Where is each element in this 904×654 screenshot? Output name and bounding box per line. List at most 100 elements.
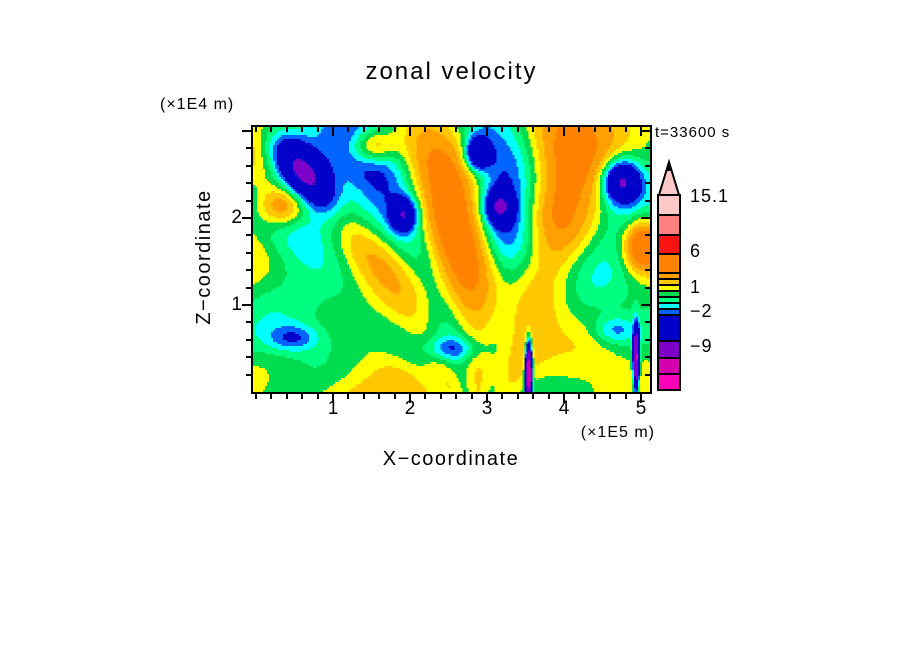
tick-mark	[378, 127, 381, 132]
tick-mark	[547, 392, 550, 399]
tick-mark	[516, 392, 519, 399]
tick-mark	[255, 127, 257, 132]
tick-mark	[393, 392, 396, 399]
x-tick-label: 4	[558, 398, 570, 419]
x-axis-title: X−coordinate	[382, 448, 520, 470]
colorbar-tick-label: 1	[690, 277, 702, 297]
tick-mark	[439, 127, 442, 132]
tick-mark	[347, 392, 350, 399]
tick-mark	[255, 392, 257, 399]
colorbar	[657, 158, 681, 391]
tick-mark	[242, 217, 253, 219]
tick-mark	[640, 392, 642, 403]
tick-mark	[246, 199, 253, 202]
tick-mark	[246, 251, 253, 254]
tick-mark	[246, 164, 253, 167]
tick-mark	[301, 127, 304, 132]
tick-mark	[470, 127, 473, 132]
contour-plot-canvas	[253, 127, 650, 392]
tick-mark	[645, 321, 650, 324]
tick-mark	[455, 392, 458, 399]
tick-mark	[624, 127, 627, 132]
tick-mark	[424, 392, 427, 399]
colorbar-segment	[657, 357, 681, 375]
colorbar-segment	[657, 253, 681, 274]
colorbar-segment	[657, 373, 681, 391]
tick-mark	[316, 392, 319, 399]
tick-mark	[270, 127, 273, 132]
x-tick-label: 5	[635, 398, 647, 419]
tick-mark	[362, 392, 365, 399]
tick-mark	[645, 199, 650, 202]
tick-mark	[645, 251, 650, 254]
tick-mark	[246, 321, 253, 324]
tick-mark	[563, 392, 565, 403]
tick-mark	[246, 234, 253, 237]
tick-mark	[516, 127, 519, 132]
tick-mark	[347, 127, 350, 132]
chart-title: zonal velocity	[365, 58, 538, 85]
tick-mark	[301, 392, 304, 399]
tick-mark	[609, 392, 612, 399]
tick-mark	[246, 373, 253, 376]
tick-mark	[424, 127, 427, 132]
tick-mark	[486, 127, 488, 136]
colorbar-segment	[657, 340, 681, 359]
tick-mark	[246, 356, 253, 359]
colorbar-segment	[657, 314, 681, 342]
tick-mark	[378, 392, 381, 399]
tick-mark	[645, 373, 650, 376]
tick-mark	[563, 127, 565, 136]
tick-mark	[362, 127, 365, 132]
tick-mark	[645, 164, 650, 167]
tick-mark	[246, 269, 253, 272]
tick-mark	[645, 338, 650, 341]
tick-mark	[501, 392, 504, 399]
tick-mark	[641, 130, 650, 132]
tick-mark	[641, 217, 650, 219]
x-tick-label: 3	[481, 398, 493, 419]
tick-mark	[645, 147, 650, 150]
tick-mark	[246, 147, 253, 150]
plot-frame	[242, 125, 652, 403]
tick-mark	[409, 392, 411, 403]
y-tick-label: 1	[231, 294, 242, 315]
tick-mark	[316, 127, 319, 132]
tick-mark	[409, 127, 411, 136]
y-axis-title: Z−coordinate	[193, 189, 215, 325]
tick-mark	[645, 356, 650, 359]
tick-mark	[578, 127, 581, 132]
tick-mark	[439, 392, 442, 399]
x-tick-label: 1	[327, 398, 339, 419]
x-axis-unit-label: (×1E5 m)	[580, 424, 655, 441]
tick-mark	[609, 127, 612, 132]
tick-mark	[270, 392, 273, 399]
tick-mark	[332, 127, 334, 136]
tick-mark	[532, 127, 535, 132]
colorbar-segment	[657, 234, 681, 255]
tick-mark	[470, 392, 473, 399]
tick-mark	[593, 127, 596, 132]
tick-mark	[246, 338, 253, 341]
tick-mark	[285, 127, 288, 132]
tick-mark	[242, 130, 253, 132]
tick-mark	[501, 127, 504, 132]
tick-mark	[641, 304, 650, 306]
colorbar-segment	[657, 194, 681, 216]
tick-mark	[645, 182, 650, 185]
tick-mark	[393, 127, 396, 132]
tick-mark	[645, 286, 650, 289]
tick-mark	[486, 392, 488, 403]
colorbar-tick-label: −2	[690, 301, 713, 321]
y-axis-unit-label: (×1E4 m)	[160, 96, 235, 113]
tick-mark	[455, 127, 458, 132]
y-tick-label: 2	[231, 207, 242, 228]
tick-mark	[285, 392, 288, 399]
tick-mark	[532, 392, 535, 399]
colorbar-segment	[657, 214, 681, 236]
tick-mark	[624, 392, 627, 399]
colorbar-tick-label: 6	[690, 241, 702, 261]
colorbar-arrow-tip	[666, 161, 672, 171]
colorbar-tick-label: 15.1	[690, 186, 730, 206]
time-annotation: t=33600 s	[655, 124, 731, 141]
